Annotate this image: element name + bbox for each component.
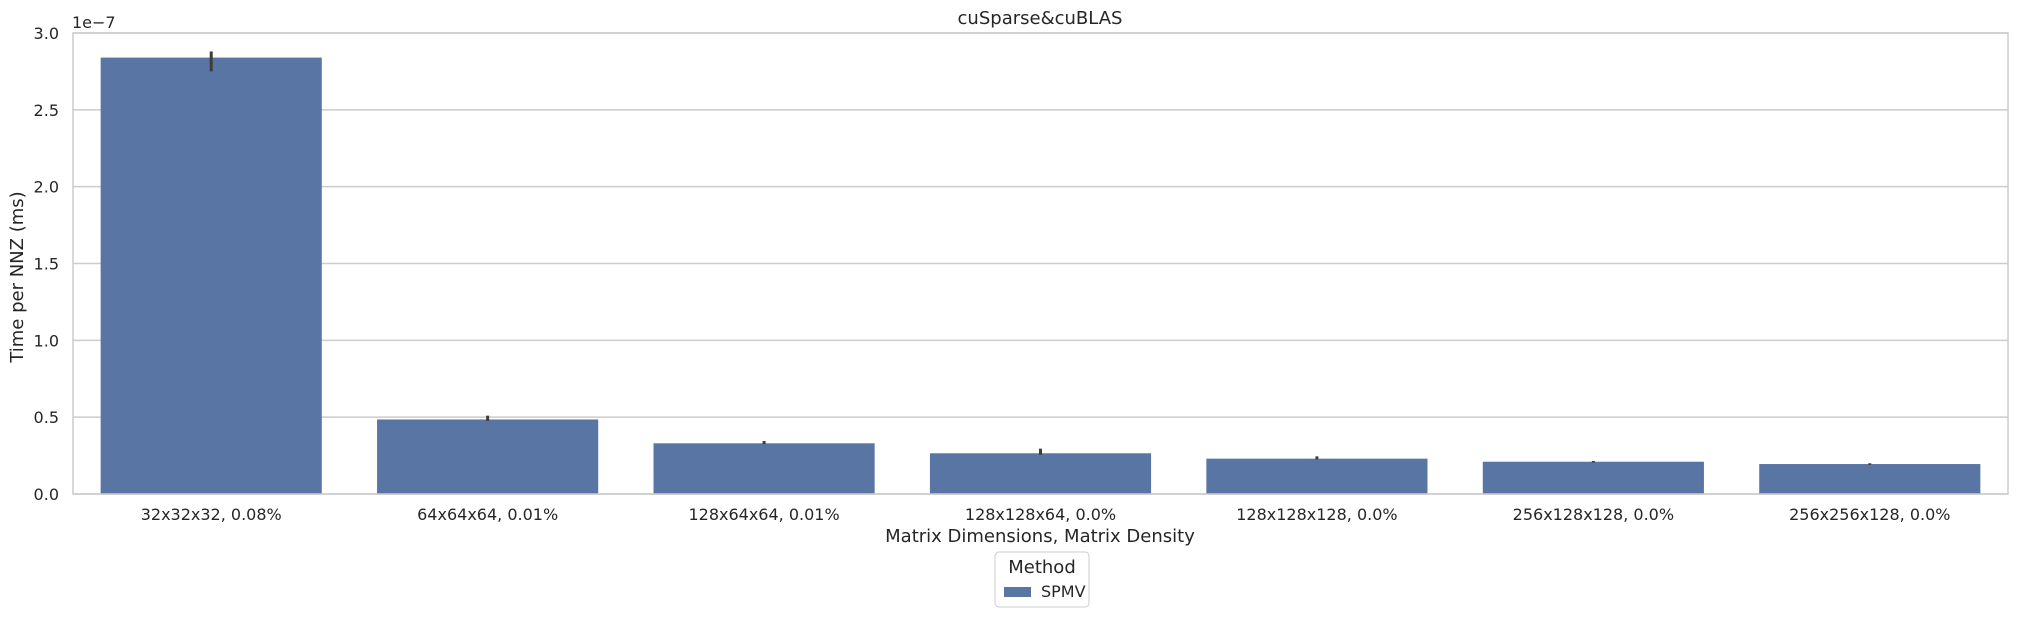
x-tick-label: 256x128x128, 0.0% (1513, 505, 1674, 524)
legend-swatch-spmv (1004, 587, 1031, 597)
y-tick-label: 3.0 (34, 24, 59, 43)
plot-frame (72, 32, 2009, 495)
y-tick-label: 2.0 (34, 178, 59, 197)
legend-label-spmv: SPMV (1041, 582, 1086, 601)
bars (100, 57, 1981, 494)
x-tick-label: 128x64x64, 0.01% (688, 505, 839, 524)
y-tick-labels: 0.0 0.5 1.0 1.5 2.0 2.5 3.0 (34, 24, 59, 504)
bar (1759, 464, 1981, 494)
bar (100, 57, 322, 494)
bar (377, 419, 599, 494)
x-axis-label: Matrix Dimensions, Matrix Density (885, 526, 1195, 547)
x-tick-label: 128x128x128, 0.0% (1236, 505, 1397, 524)
bar (1206, 458, 1428, 494)
x-tick-labels: 32x32x32, 0.08% 64x64x64, 0.01% 128x64x64,… (141, 505, 1951, 524)
x-tick-label: 64x64x64, 0.01% (417, 505, 558, 524)
y-grid (73, 32, 2008, 495)
legend-title: Method (1008, 557, 1076, 578)
y-tick-label: 1.5 (34, 255, 59, 274)
bar (929, 453, 1152, 494)
y-tick-label: 2.5 (34, 101, 59, 120)
chart-title: cuSparse&cuBLAS (958, 8, 1123, 29)
y-tick-label: 0.5 (34, 408, 59, 427)
bar (1482, 461, 1704, 494)
legend: Method SPMV (994, 551, 1090, 608)
x-tick-label: 32x32x32, 0.08% (141, 505, 282, 524)
error-bars (209, 51, 1872, 465)
x-tick-label: 128x128x64, 0.0% (965, 505, 1116, 524)
bar (653, 443, 875, 494)
y-tick-label: 1.0 (34, 331, 59, 350)
y-axis-label: Time per NNZ (ms) (7, 191, 28, 363)
y-offset-label: 1e−7 (72, 13, 116, 32)
y-tick-label: 0.0 (34, 485, 59, 504)
x-tick-label: 256x256x128, 0.0% (1789, 505, 1950, 524)
